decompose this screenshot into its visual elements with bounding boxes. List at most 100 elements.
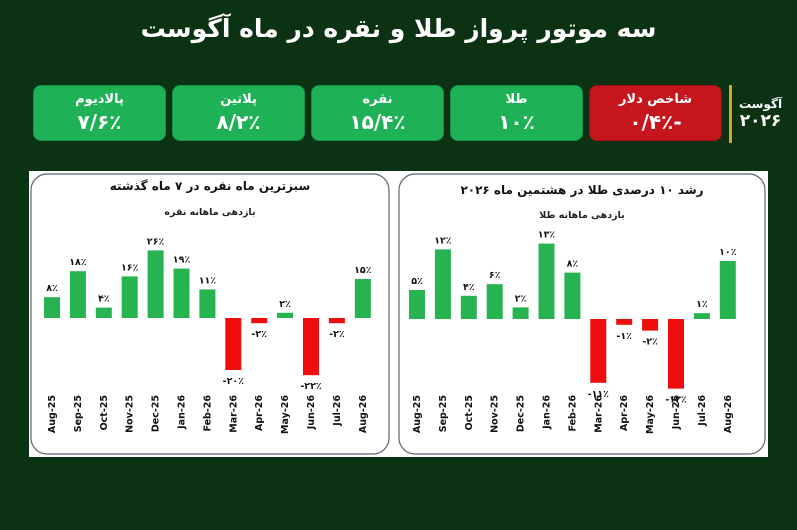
data-label: -۲۰٪ — [223, 376, 245, 387]
asset-cards: شاخص دلار -۰/۴٪ طلا ۱۰٪ نقره ۱۵/۴٪ پلاتی… — [30, 85, 722, 143]
data-label: ۱۰٪ — [719, 247, 737, 258]
bar-Mar-26 — [225, 318, 242, 370]
data-label: ۵٪ — [411, 276, 423, 287]
data-label: ۶٪ — [489, 270, 501, 281]
category-label: Apr-26 — [254, 395, 265, 431]
card-label: پلاتین — [220, 92, 257, 107]
chart-subtitle: بازدهی ماهانه طلا — [539, 210, 624, 221]
card-value: ۱۵/۴٪ — [349, 110, 406, 134]
bar-Nov-25 — [121, 276, 138, 318]
bar-Aug-26 — [354, 279, 371, 318]
data-label: ۱۲٪ — [434, 235, 452, 246]
category-label: Aug-26 — [723, 395, 734, 433]
category-label: Dec-25 — [516, 395, 527, 432]
category-label: Jul-26 — [332, 395, 343, 427]
data-label: ۱٪ — [696, 299, 708, 310]
category-label: Jun-26 — [671, 395, 682, 431]
bar-Aug-25 — [44, 297, 60, 318]
chart-frame — [398, 173, 766, 455]
category-label: Mar-26 — [228, 395, 239, 433]
category-label: Sep-25 — [73, 395, 84, 432]
bar-May-26 — [642, 319, 659, 331]
data-label: ۱۵٪ — [354, 265, 372, 276]
category-label: Feb-26 — [567, 395, 578, 432]
data-label: ۱۸٪ — [69, 257, 87, 268]
bar-Aug-25 — [409, 290, 425, 319]
data-label: -۲٪ — [329, 329, 345, 340]
card-value: ۷/۶٪ — [77, 110, 122, 134]
card-label: شاخص دلار — [618, 92, 693, 107]
bar-Jan-26 — [538, 243, 555, 319]
page-title: سه موتور پرواز طلا و نقره در ماه آگوست — [140, 14, 657, 43]
bar-Feb-26 — [564, 272, 581, 319]
bar-Dec-25 — [512, 307, 529, 319]
bar-May-26 — [277, 312, 294, 318]
category-label: Nov-25 — [490, 395, 501, 433]
period-month: آگوست — [738, 97, 783, 111]
data-label: ۱۳٪ — [538, 230, 556, 241]
data-label: -۱۱٪ — [588, 389, 610, 400]
bar-Jun-26 — [303, 318, 319, 376]
card-gold: طلا ۱۰٪ — [450, 85, 583, 141]
data-label: ۴٪ — [98, 294, 110, 305]
bar-Apr-26 — [616, 319, 633, 325]
data-label: -۲٪ — [642, 337, 658, 348]
category-label: Aug-25 — [412, 395, 423, 433]
bar-Jul-26 — [328, 318, 345, 324]
data-label: ۲۶٪ — [147, 236, 165, 247]
data-label: ۱۹٪ — [173, 255, 191, 266]
card-palladium: پالادیوم ۷/۶٪ — [33, 85, 166, 141]
bar-Dec-25 — [147, 250, 164, 318]
silver-monthly-return-chart: سبزترین ماه نقره در ۷ ماه گذشته بازدهی ما… — [30, 173, 390, 455]
category-label: Feb-26 — [202, 395, 213, 432]
chart-title: رشد ۱۰ درصدی طلا در هشتمین ماه ۲۰۲۶ — [460, 183, 703, 197]
data-label: ۴٪ — [463, 282, 475, 293]
card-label: طلا — [505, 92, 528, 107]
period-badge: آگوست ۲۰۲۶ — [729, 85, 789, 143]
category-label: Aug-25 — [47, 395, 58, 433]
bar-Oct-25 — [460, 295, 477, 319]
chart-subtitle: بازدهی ماهانه نقره — [164, 207, 255, 218]
bar-Jul-26 — [693, 313, 710, 319]
data-label: ۸٪ — [46, 283, 58, 294]
category-label: Dec-25 — [151, 395, 162, 432]
data-label: -۱٪ — [616, 331, 632, 342]
category-label: Sep-25 — [438, 395, 449, 432]
bar-Sep-25 — [69, 271, 86, 318]
category-label: Aug-26 — [358, 395, 369, 433]
card-label: پالادیوم — [75, 92, 124, 107]
category-label: Mar-26 — [593, 395, 604, 433]
data-label: ۲٪ — [515, 293, 527, 304]
bar-Jan-26 — [173, 268, 190, 318]
category-label: May-26 — [645, 395, 656, 434]
category-label: Jan-26 — [542, 395, 553, 430]
category-label: May-26 — [280, 395, 291, 434]
bar-Apr-26 — [251, 318, 268, 324]
category-label: Oct-25 — [464, 395, 475, 430]
bar-Jun-26 — [668, 319, 684, 389]
gold-chart-panel: رشد ۱۰ درصدی طلا در هشتمین ماه ۲۰۲۶ بازده… — [393, 171, 768, 457]
period-year: ۲۰۲۶ — [739, 111, 782, 131]
data-label: -۲۲٪ — [300, 381, 322, 392]
category-label: Nov-25 — [125, 395, 136, 433]
category-label: Jul-26 — [697, 395, 708, 427]
card-label: نقره — [362, 92, 393, 107]
silver-chart-panel: سبزترین ماه نقره در ۷ ماه گذشته بازدهی ما… — [29, 171, 393, 457]
data-label: -۱۲٪ — [665, 395, 687, 406]
card-value: ۱۰٪ — [498, 110, 535, 134]
data-label: ۱۶٪ — [121, 262, 139, 273]
bar-Nov-25 — [486, 284, 503, 319]
card-silver: نقره ۱۵/۴٪ — [311, 85, 444, 141]
data-label: ۱۱٪ — [199, 275, 217, 286]
data-label: -۲٪ — [251, 329, 267, 340]
card-value: -۰/۴٪ — [629, 110, 682, 134]
gold-monthly-return-chart: رشد ۱۰ درصدی طلا در هشتمین ماه ۲۰۲۶ بازده… — [398, 173, 766, 455]
bar-Mar-26 — [590, 319, 607, 383]
bar-Feb-26 — [199, 289, 216, 318]
card-platinum: پلاتین ۸/۲٪ — [172, 85, 305, 141]
category-label: Jan-26 — [177, 395, 188, 430]
bar-Sep-25 — [434, 249, 451, 319]
bar-Aug-26 — [719, 261, 736, 319]
category-label: Oct-25 — [99, 395, 110, 430]
data-label: ۲٪ — [279, 299, 291, 310]
